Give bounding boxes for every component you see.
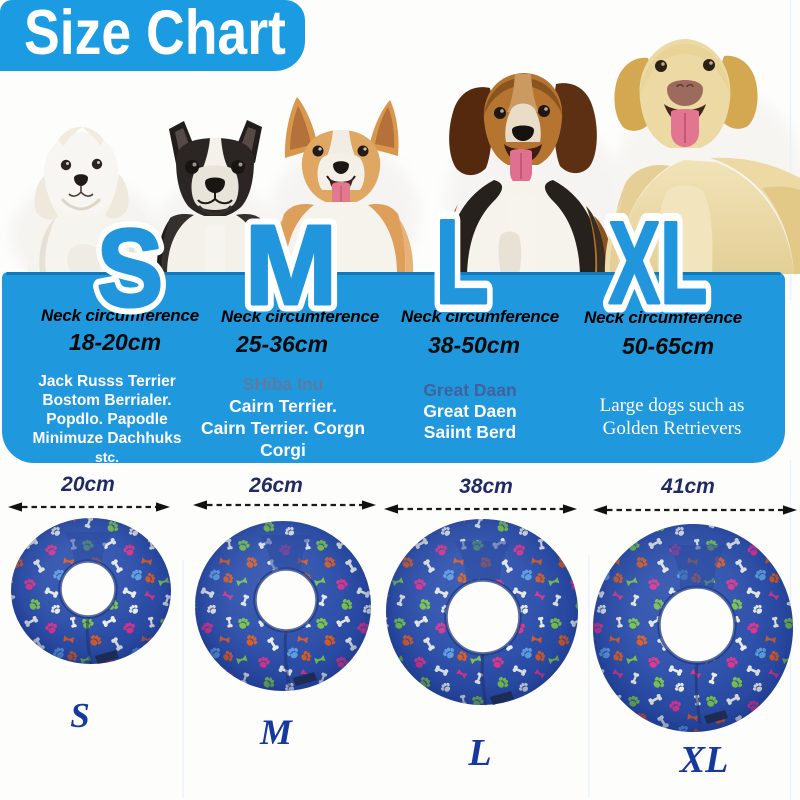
svg-text:L: L	[435, 196, 489, 330]
svg-text:M: M	[245, 202, 337, 328]
svg-text:S: S	[97, 207, 163, 330]
svg-text:M: M	[245, 202, 337, 328]
svg-text:L: L	[435, 196, 489, 330]
svg-text:S: S	[97, 207, 163, 330]
svg-text:XL: XL	[609, 198, 708, 329]
svg-text:XL: XL	[609, 198, 708, 329]
